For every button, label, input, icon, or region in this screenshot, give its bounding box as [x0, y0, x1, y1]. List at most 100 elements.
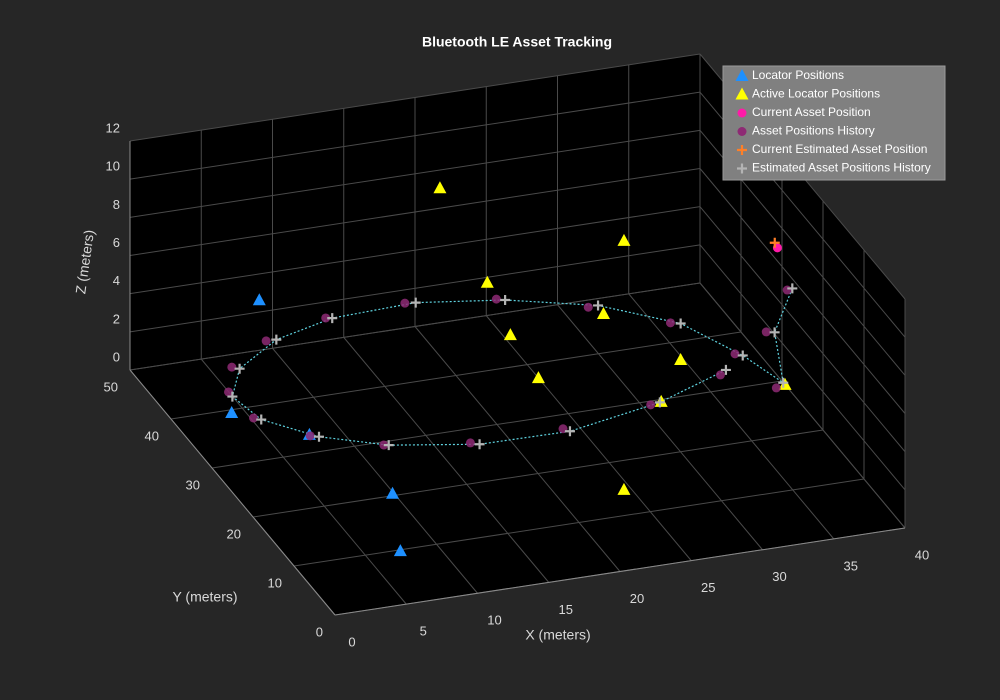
- grid-line: [293, 478, 865, 567]
- grid-line: [699, 206, 906, 452]
- data-point: [787, 283, 798, 294]
- data-point: [564, 426, 575, 437]
- x-tick-label: 40: [915, 547, 929, 562]
- data-point: [654, 394, 668, 407]
- data-point: [256, 414, 267, 425]
- data-point: [227, 391, 238, 402]
- grid-line: [557, 304, 763, 551]
- grid-line: [200, 358, 407, 605]
- data-point: [531, 371, 545, 384]
- legend-marker: [737, 163, 747, 174]
- y-tick-label: 50: [104, 379, 118, 394]
- x-tick-label: 20: [630, 591, 644, 606]
- grid-line: [699, 168, 906, 414]
- z-tick-label: 2: [113, 311, 120, 326]
- data-point: [674, 352, 688, 365]
- z-tick-label: 6: [113, 235, 120, 250]
- axes: 0 5 10 15 20 25 30 35 40 0 10 20 30 40 50 0 2 4 6 8 10 12: [104, 53, 929, 649]
- grid-line: [485, 315, 692, 561]
- data-point: [393, 544, 407, 557]
- x-tick-label: 15: [559, 602, 573, 617]
- data-point: [583, 302, 593, 312]
- axis-line: [129, 369, 336, 616]
- data-point: [305, 431, 315, 441]
- chart-title: Bluetooth LE Asset Tracking: [422, 34, 612, 50]
- grid-line: [343, 337, 550, 583]
- z-tick-label: 10: [106, 159, 120, 174]
- grid-line: [129, 91, 701, 180]
- y-tick-label: 20: [227, 526, 241, 541]
- data-point: [715, 370, 725, 380]
- data-point: [383, 440, 394, 451]
- data-point: [234, 363, 245, 374]
- legend-marker: [737, 127, 747, 136]
- legend-marker: [735, 69, 749, 81]
- plot-area: [224, 181, 798, 557]
- data-point: [386, 486, 400, 499]
- legend: Locator Positions Active Locator Position…: [722, 65, 946, 181]
- data-point: [410, 297, 421, 308]
- data-point: [227, 362, 237, 372]
- data-point: [249, 413, 258, 423]
- z-tick-label: 0: [113, 349, 120, 364]
- data-point: [761, 327, 771, 337]
- x-axis-label: X (meters): [525, 627, 590, 643]
- data-point: [720, 364, 731, 375]
- data-point: [730, 349, 740, 359]
- grid-line: [129, 282, 701, 371]
- x-tick-label: 25: [701, 580, 715, 595]
- x-tick-label: 10: [487, 613, 501, 628]
- data-point: [617, 233, 631, 246]
- data-point: [646, 400, 656, 410]
- data-point: [665, 318, 675, 328]
- grid-line: [129, 206, 701, 295]
- legend-label: Asset Positions History: [752, 124, 875, 138]
- data-point: [224, 387, 234, 397]
- z-tick-label: 12: [106, 120, 120, 135]
- legend-label: Current Asset Position: [752, 105, 871, 119]
- data-point: [225, 406, 239, 419]
- data-point: [771, 383, 781, 393]
- data-point: [675, 318, 686, 329]
- data-point: [654, 397, 665, 408]
- data-point: [252, 293, 266, 306]
- data-point: [778, 377, 789, 388]
- data-point: [593, 300, 604, 311]
- y-tick-label: 30: [186, 477, 200, 492]
- z-tick-label: 8: [113, 197, 120, 212]
- data-point: [782, 285, 792, 295]
- data-point: [480, 275, 494, 288]
- data-point: [327, 313, 338, 324]
- data-point: [465, 438, 475, 448]
- y-axis-label: Y (meters): [172, 589, 237, 605]
- legend-label: Current Estimated Asset Position: [752, 142, 927, 156]
- x-tick-label: 35: [844, 558, 858, 573]
- data-point: [737, 350, 748, 361]
- grid-line: [252, 429, 824, 518]
- axis-line: [334, 527, 906, 616]
- grid-line: [272, 347, 478, 594]
- y-tick-label: 0: [316, 624, 323, 639]
- x-tick-label: 30: [772, 569, 786, 584]
- y-tick-label: 10: [268, 575, 282, 590]
- grid-line: [699, 244, 906, 491]
- grid-line: [699, 282, 906, 529]
- grid-line: [129, 244, 701, 333]
- data-point: [769, 237, 780, 248]
- grid-line: [170, 331, 742, 420]
- legend-marker: [735, 87, 749, 100]
- data-point: [474, 439, 485, 450]
- data-point: [500, 294, 511, 305]
- grid-line: [414, 326, 621, 572]
- grid-line: [129, 129, 701, 218]
- grid-line: [628, 293, 835, 540]
- grid-line: [129, 53, 701, 142]
- data-point: [617, 482, 631, 495]
- z-tick-label: 4: [113, 273, 120, 288]
- legend-marker: [737, 145, 747, 155]
- data-point: [271, 334, 282, 345]
- grid-line: [129, 168, 701, 256]
- data-point: [778, 377, 792, 390]
- grid-line: [211, 380, 783, 469]
